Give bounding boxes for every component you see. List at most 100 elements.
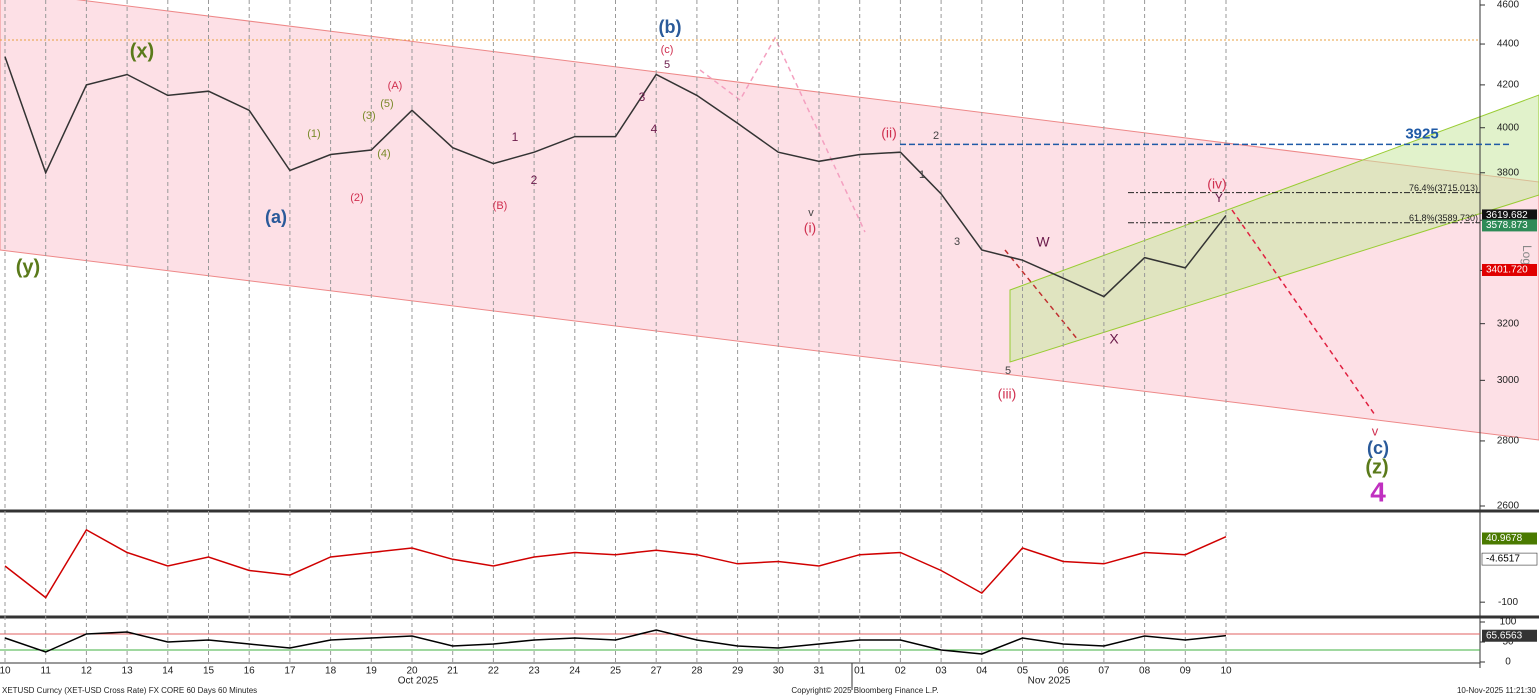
timestamp: 10-Nov-2025 11:21:30 bbox=[1457, 686, 1537, 695]
x-tick-label: 24 bbox=[569, 666, 581, 677]
x-tick-label: 14 bbox=[162, 666, 174, 677]
y-tick-label: -100 bbox=[1498, 597, 1518, 608]
wave-label: (iii) bbox=[998, 386, 1017, 402]
x-tick-label: 19 bbox=[366, 666, 378, 677]
y-tick-label: 4200 bbox=[1497, 80, 1520, 91]
x-tick-label: 13 bbox=[122, 666, 134, 677]
projection-arrow bbox=[1231, 209, 1376, 416]
wave-label: X bbox=[1109, 331, 1119, 347]
wave-label: (4) bbox=[377, 148, 390, 160]
series-line bbox=[4, 629, 1227, 655]
wave-label: 2 bbox=[933, 130, 939, 142]
wave-label: v bbox=[1372, 423, 1379, 438]
wave-label: (y) bbox=[16, 256, 40, 278]
series-line bbox=[4, 56, 1227, 298]
x-tick-label: 28 bbox=[691, 666, 703, 677]
price-tag bbox=[1481, 552, 1538, 566]
wave-label: (3) bbox=[362, 110, 375, 122]
x-tick-label: 21 bbox=[447, 666, 459, 677]
x-tick-label: 10 bbox=[1220, 666, 1232, 677]
fib-label: 61.8%(3589.730) bbox=[1409, 213, 1478, 223]
wave-label: (c) bbox=[661, 44, 674, 56]
wave-label: (x) bbox=[130, 40, 154, 62]
price-tag-label: 40.9678 bbox=[1486, 533, 1523, 544]
y-tick-label: 0 bbox=[1505, 657, 1511, 668]
x-tick-label: 03 bbox=[936, 666, 948, 677]
x-tick-label: 10 bbox=[0, 666, 11, 677]
x-tick-label: 01 bbox=[854, 666, 866, 677]
price-tag bbox=[1482, 629, 1537, 642]
x-tick-label: 22 bbox=[488, 666, 500, 677]
wave-label: 5 bbox=[1005, 365, 1011, 377]
x-tick-label: 04 bbox=[976, 666, 988, 677]
price-tag-label: 3619.682 bbox=[1486, 210, 1528, 221]
wave-label: 1 bbox=[512, 130, 519, 144]
x-tick-label: 05 bbox=[1017, 666, 1029, 677]
wave-label: (c) bbox=[1367, 438, 1389, 458]
price-tag bbox=[1482, 209, 1537, 222]
y-tick-label: 3000 bbox=[1497, 375, 1520, 386]
y-tick-label: 2600 bbox=[1497, 501, 1520, 512]
y-tick-label: 3200 bbox=[1497, 318, 1520, 329]
trend-channel bbox=[0, 0, 1539, 441]
rising-channel bbox=[1009, 94, 1539, 363]
x-tick-label: 23 bbox=[529, 666, 541, 677]
x-tick-label: 02 bbox=[895, 666, 907, 677]
wave-label: 5 bbox=[664, 59, 670, 71]
wave-label: (b) bbox=[659, 17, 682, 37]
x-tick-label: 25 bbox=[610, 666, 622, 677]
y-tick-label: 3800 bbox=[1497, 167, 1520, 178]
wave-label: 4 bbox=[651, 122, 658, 136]
wave-label: 2 bbox=[531, 173, 538, 187]
y-tick-label: 4600 bbox=[1497, 0, 1520, 11]
x-tick-label: 09 bbox=[1180, 666, 1192, 677]
price-tag-label: 65.6563 bbox=[1486, 630, 1523, 641]
x-tick-label: 18 bbox=[325, 666, 337, 677]
wave-label: (a) bbox=[265, 207, 287, 227]
price-tag-label: 3578.873 bbox=[1486, 220, 1528, 231]
y-tick-label: 100 bbox=[1500, 617, 1517, 628]
x-tick-label: 11 bbox=[41, 666, 52, 677]
wave-label: (z) bbox=[1365, 456, 1388, 478]
wave-label: (B) bbox=[493, 200, 508, 212]
x-tick-label: 30 bbox=[773, 666, 785, 677]
wave-label: (A) bbox=[388, 80, 403, 92]
level-label: 3925 bbox=[1405, 125, 1438, 142]
x-tick-label: 08 bbox=[1139, 666, 1151, 677]
series-line bbox=[4, 528, 1227, 599]
price-tag bbox=[1482, 219, 1537, 232]
projection-arrow bbox=[699, 36, 866, 233]
month-label: Oct 2025 bbox=[398, 676, 439, 687]
x-tick-label: 16 bbox=[244, 666, 256, 677]
copyright: Copyright© 2025 Bloomberg Finance L.P. bbox=[791, 686, 938, 695]
x-tick-label: 07 bbox=[1098, 666, 1110, 677]
x-tick-label: 31 bbox=[813, 666, 825, 677]
price-tag bbox=[1482, 263, 1537, 276]
y-tick-label: 4000 bbox=[1497, 122, 1520, 133]
wave-label: 3 bbox=[639, 90, 646, 104]
ticker: XETUSD Curncy (XET-USD Cross Rate) FX CO… bbox=[2, 686, 257, 695]
wave-label: 1 bbox=[919, 169, 925, 181]
wave-label: Y bbox=[1215, 191, 1223, 205]
y-tick-label: 2800 bbox=[1497, 436, 1520, 447]
wave-label: (ii) bbox=[881, 125, 897, 141]
price-tag-label: -4.6517 bbox=[1486, 554, 1520, 565]
fib-label: 76.4%(3715.013) bbox=[1409, 183, 1478, 193]
projection-arrow bbox=[1004, 249, 1079, 341]
price-tag-label: 3401.720 bbox=[1486, 265, 1528, 276]
month-label: Nov 2025 bbox=[1028, 676, 1071, 687]
wave-label: 3 bbox=[954, 236, 960, 248]
x-tick-label: 20 bbox=[406, 666, 418, 677]
wave-label: W bbox=[1036, 234, 1050, 250]
y-tick-label: 4400 bbox=[1497, 39, 1520, 50]
wave-label: (1) bbox=[307, 128, 320, 140]
wave-label: 4 bbox=[1370, 476, 1386, 507]
axis-scale-label: Log bbox=[1520, 245, 1534, 265]
wave-label: (i) bbox=[804, 220, 816, 236]
wave-label: (iv) bbox=[1207, 176, 1226, 192]
x-tick-label: 06 bbox=[1058, 666, 1070, 677]
wave-label: (5) bbox=[380, 98, 393, 110]
x-tick-label: 29 bbox=[732, 666, 744, 677]
